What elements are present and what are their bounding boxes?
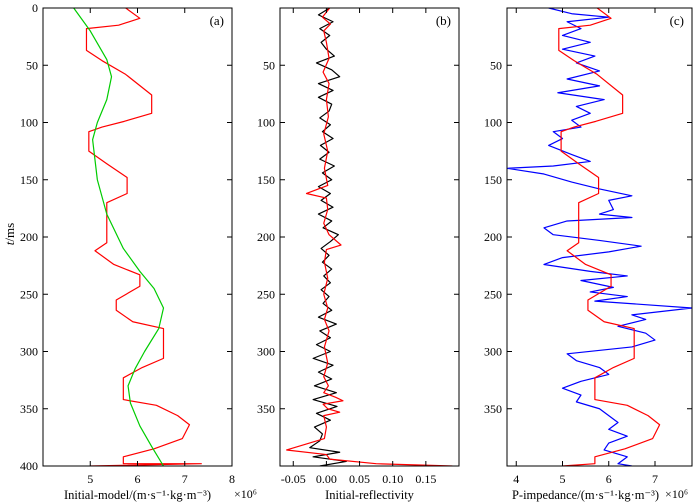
panel-3-xaxis-title: P-impedance/(m·s⁻¹·kg·m⁻³) [512,488,659,502]
panel-1-ytick-label: 350 [20,402,38,416]
panel-1-series-2-line [73,8,165,466]
panel-3-xtick-label: 4 [513,472,519,486]
panel-3: 4 5 6 7 50 100 150 200 250 300 350 (c) P-impedance/(… [484,7,693,502]
panel-2-ytick-label: 100 [257,116,275,130]
panel-1-ytick-label: 0 [32,1,38,15]
panel-1-xtick-label: 5 [87,472,93,486]
panel-1-xtick-label: 7 [182,472,188,486]
panel-3-ytick-label: 300 [484,345,502,359]
panel-3-ytick-label: 50 [490,58,502,72]
panel-3-ytick-label: 350 [484,402,502,416]
panel-1-xtick-label: 8 [229,472,235,486]
panel-2-ytick-label: 300 [257,345,275,359]
panel-3-series-2-line [558,8,661,466]
panel-1-series-1-line [85,8,202,466]
panel-3-label: (c) [670,13,684,28]
panel-1-label: (a) [210,13,224,28]
panel-2-xtick-label: 0.10 [382,472,403,486]
panel-2-xtick-label: -0.05 [281,472,306,486]
panel-1-ytick-label: 100 [20,116,38,130]
panel-2-ytick-label: 250 [257,287,275,301]
panel-1-ytick-label: 200 [20,230,38,244]
panel-3-series-1-line [507,8,692,466]
panel-2-xtick-label: 0.15 [415,472,436,486]
panel-3-xtick-label: 5 [560,472,566,486]
panel-2-ytick-label: 350 [257,402,275,416]
panel-2-series-2-line [286,8,453,466]
y-axis-title: t/ms [2,223,17,245]
panel-1-ytick-label: 150 [20,173,38,187]
panel-1-ytick-label: 50 [26,58,38,72]
panel-2-frame [279,7,460,467]
panel-1-xtick-label: 6 [135,472,141,486]
panel-2: -0.05 0.00 0.05 0.10 0.15 50 100 150 200 250 300 35… [257,7,460,502]
panel-3-ytick-label: 100 [484,116,502,130]
panel-3-ytick-label: 200 [484,230,502,244]
panel-1-ytick-label: 300 [20,345,38,359]
panel-2-xtick-label: 0.05 [349,472,370,486]
panel-3-xtick-label: 6 [606,472,612,486]
panel-3-ytick-label: 250 [484,287,502,301]
panel-2-ytick-label: 200 [257,230,275,244]
y-axis-title-rest: /ms [2,223,17,242]
panel-1-frame [42,7,233,467]
panel-2-xaxis-title: Initial-reflectivity [325,488,415,502]
panel-2-ytick-label: 50 [263,58,275,72]
y-axis-title-italic: t [2,241,17,245]
panel-2-label: (b) [436,13,451,28]
panel-1-xaxis-title: Initial-model/(m·s⁻¹·kg·m⁻³) [64,488,211,502]
svg-text:t/ms: t/ms [2,223,17,245]
panel-3-ytick-label: 150 [484,173,502,187]
panel-2-series-1-line [309,8,347,466]
panel-1-ytick-label: 250 [20,287,38,301]
panel-1: 5 6 7 8 0 50 100 150 200 250 300 350 400 (a) Initial-m… [20,1,257,502]
panel-1-xaxis-multiplier: ×10⁶ [234,487,257,501]
panel-2-ytick-label: 150 [257,173,275,187]
panel-3-xaxis-multiplier: ×10⁶ [665,487,688,501]
panel-2-xtick-label: 0.00 [316,472,337,486]
panel-1-ytick-label: 400 [20,459,38,473]
panel-3-xtick-label: 7 [652,472,658,486]
